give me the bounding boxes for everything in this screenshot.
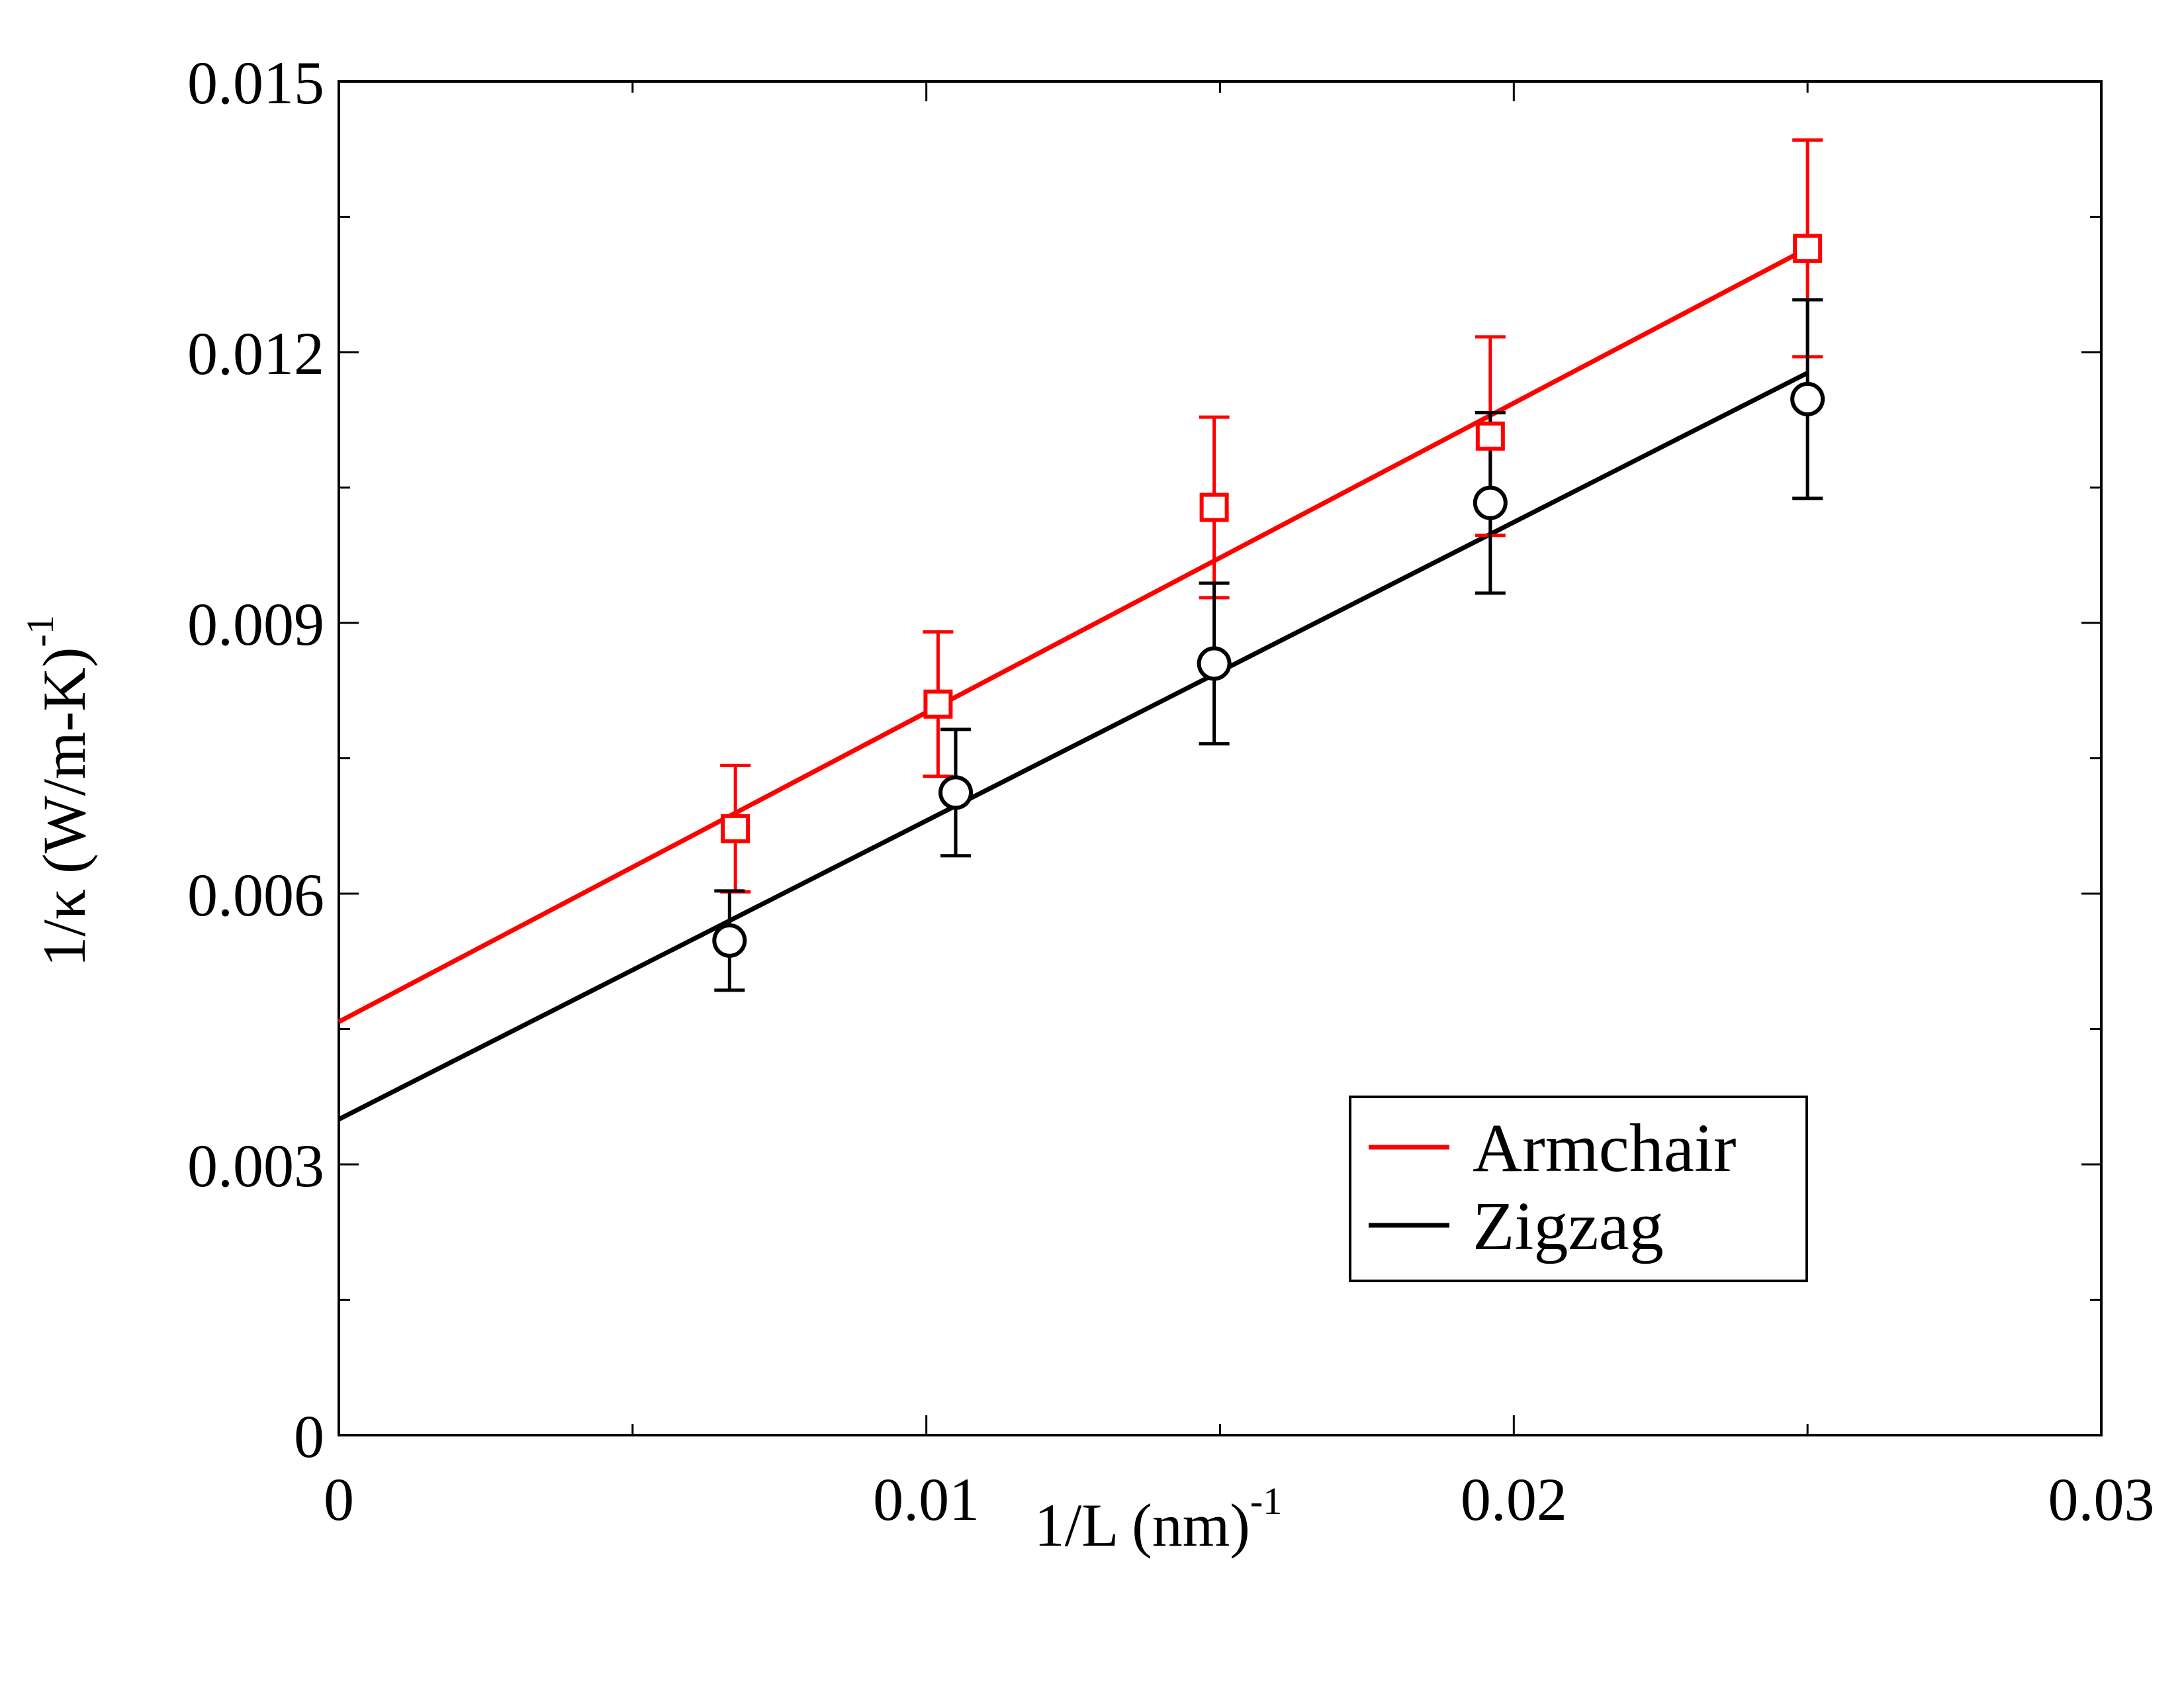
y-tick-label: 0 xyxy=(294,1403,324,1470)
x-tick-label: 0.03 xyxy=(2048,1466,2155,1533)
x-tick-label: 0 xyxy=(324,1466,354,1533)
zigzag-point xyxy=(712,923,747,958)
y-tick-label: 0.015 xyxy=(187,49,324,117)
zigzag-point xyxy=(1197,646,1232,681)
y-tick-label: 0.009 xyxy=(187,590,324,658)
zigzag-point xyxy=(1473,485,1508,520)
armchair-point xyxy=(1199,492,1229,522)
plot-frame xyxy=(338,80,2103,1436)
y-tick-label: 0.003 xyxy=(187,1132,324,1199)
y-tick-label: 0.006 xyxy=(187,861,324,929)
zigzag-point xyxy=(1790,381,1825,416)
legend-box xyxy=(1349,1096,1808,1282)
x-axis-title: 1/L (nm)-1 xyxy=(1034,1479,1283,1559)
zigzag-fit-line xyxy=(338,371,1809,1121)
armchair-point xyxy=(1793,234,1823,263)
x-tick-label: 0.02 xyxy=(1461,1466,1567,1533)
armchair-fit-line xyxy=(338,246,1809,1024)
zigzag-point xyxy=(938,775,974,810)
armchair-point xyxy=(923,689,953,719)
x-tick-label: 0.01 xyxy=(873,1466,979,1533)
legend-label-zigzag: Zigzag xyxy=(1473,1188,1664,1264)
armchair-point xyxy=(1475,421,1505,451)
armchair-point xyxy=(721,814,751,843)
y-axis-title: 1/κ (W/m-K)-1 xyxy=(19,615,98,967)
y-tick-label: 0.012 xyxy=(187,320,324,387)
legend-label-armchair: Armchair xyxy=(1473,1110,1736,1186)
